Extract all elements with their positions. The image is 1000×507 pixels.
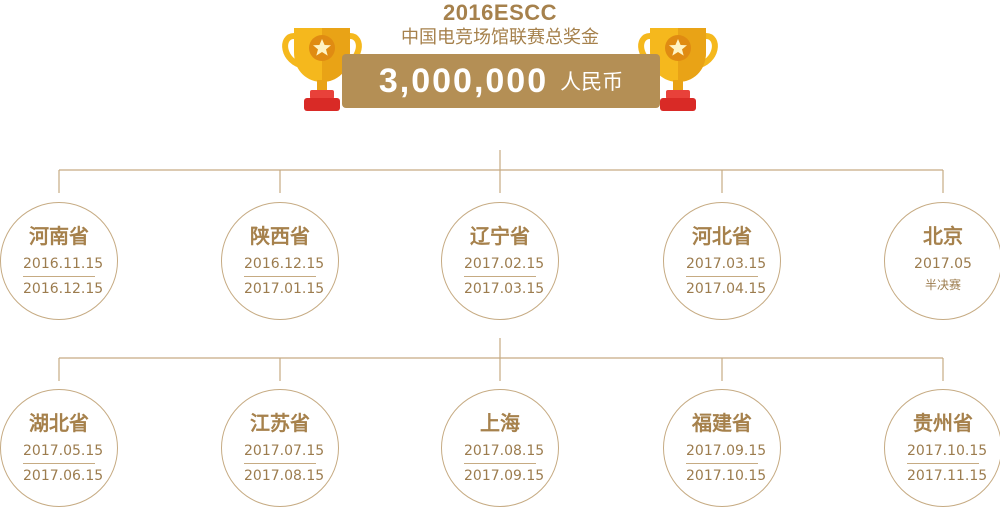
stage-name: 湖北省	[1, 411, 117, 435]
stage-name: 陕西省	[222, 224, 338, 248]
stage-fujian: 福建省 2017.09.15 2017.10.15	[663, 389, 781, 507]
stage-date-end: 2017.03.15	[464, 280, 536, 298]
stage-shanghai: 上海 2017.08.15 2017.09.15	[441, 389, 559, 507]
stage-name: 上海	[442, 411, 558, 435]
stage-date-end: 2017.08.15	[244, 467, 316, 485]
stage-liaoning: 辽宁省 2017.02.15 2017.03.15	[441, 202, 559, 320]
stage-date-end: 2017.10.15	[686, 467, 758, 485]
stage-name: 辽宁省	[442, 224, 558, 248]
stage-date-end: 2017.09.15	[464, 467, 536, 485]
stage-beijing-semifinal: 北京 2017.05 半决赛	[884, 202, 1000, 320]
stage-hubei: 湖北省 2017.05.15 2017.06.15	[0, 389, 118, 507]
stage-label-semifinal: 半决赛	[907, 276, 979, 294]
stage-date-start: 2017.07.15	[244, 442, 316, 464]
stage-date-end: 2017.06.15	[23, 467, 95, 485]
stage-name: 河南省	[1, 224, 117, 248]
stage-shaanxi: 陕西省 2016.12.15 2017.01.15	[221, 202, 339, 320]
stage-date-start: 2017.03.15	[686, 255, 758, 277]
stage-name: 江苏省	[222, 411, 338, 435]
stage-date-start: 2017.05	[907, 255, 979, 276]
stage-date-start: 2016.12.15	[244, 255, 316, 277]
stage-name: 北京	[885, 224, 1000, 248]
stage-date-start: 2016.11.15	[23, 255, 95, 277]
stage-name: 河北省	[664, 224, 780, 248]
stage-date-start: 2017.08.15	[464, 442, 536, 464]
stage-date-end: 2016.12.15	[23, 280, 95, 298]
stage-guizhou: 贵州省 2017.10.15 2017.11.15	[884, 389, 1000, 507]
stage-name: 福建省	[664, 411, 780, 435]
stage-date-start: 2017.02.15	[464, 255, 536, 277]
stage-date-end: 2017.01.15	[244, 280, 316, 298]
stage-henan: 河南省 2016.11.15 2016.12.15	[0, 202, 118, 320]
stage-jiangsu: 江苏省 2017.07.15 2017.08.15	[221, 389, 339, 507]
stage-hebei: 河北省 2017.03.15 2017.04.15	[663, 202, 781, 320]
stage-date-start: 2017.09.15	[686, 442, 758, 464]
stage-date-start: 2017.10.15	[907, 442, 979, 464]
stage-date-start: 2017.05.15	[23, 442, 95, 464]
stage-date-end: 2017.04.15	[686, 280, 758, 298]
stage-name: 贵州省	[885, 411, 1000, 435]
stage-date-end: 2017.11.15	[907, 467, 979, 485]
